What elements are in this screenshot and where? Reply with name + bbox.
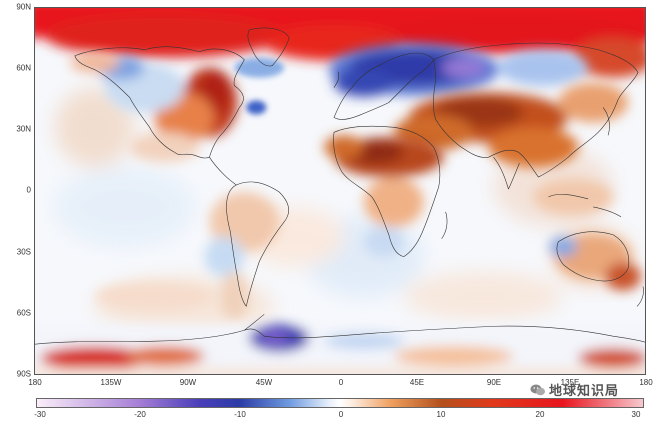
coastline-se-asia <box>548 194 622 218</box>
colorbar-tick: 0 <box>338 410 344 419</box>
coastline-asia <box>433 42 639 178</box>
lon-label-45e: 45E <box>409 378 425 387</box>
lon-label-135w: 135W <box>100 378 122 387</box>
coastline-antarctica <box>35 325 645 345</box>
coastline-antarctic-peninsula <box>244 314 265 331</box>
coastline-north-america <box>74 46 245 159</box>
coastline-central-america <box>209 157 237 186</box>
lat-label-90s: 90S <box>16 369 31 379</box>
coastline-new-zealand <box>636 286 644 307</box>
lon-label-45w: 45W <box>255 378 273 387</box>
watermark-text: 地球知识局 <box>549 383 620 398</box>
coastline-africa <box>333 125 441 257</box>
coastlines <box>35 27 645 345</box>
map-canvas <box>35 8 645 374</box>
lat-label-90n: 90N <box>16 2 31 12</box>
lon-label-180w: 180 <box>28 378 42 387</box>
colorbar-tick: 20 <box>535 410 545 419</box>
colorbar-tick: -10 <box>234 410 246 419</box>
coastline-australia <box>556 231 630 282</box>
lat-label-0: 0 <box>26 185 31 195</box>
anomaly-field <box>35 8 645 374</box>
coastline-greenland <box>247 27 290 67</box>
temperature-anomaly-map <box>34 7 646 375</box>
coastline-south-america <box>226 181 290 307</box>
coastline-british-isles <box>333 71 340 88</box>
watermark: 地球知识局 <box>530 380 619 399</box>
lat-label-60s: 60S <box>16 308 31 318</box>
lat-label-30s: 30S <box>16 247 31 257</box>
coastline-madagascar <box>441 211 448 239</box>
lat-label-60n: 60N <box>16 63 31 73</box>
colorbar-tick: 10 <box>436 410 446 419</box>
lat-label-30n: 30N <box>16 124 31 134</box>
colorbar-tick: -30 <box>34 410 46 419</box>
colorbar-tick: 30 <box>631 410 641 419</box>
lon-label-180e: 180 <box>639 378 653 387</box>
colorbar-tick: -20 <box>134 410 146 419</box>
coastline-japan <box>602 107 610 136</box>
lon-label-135e: 135E <box>560 378 580 387</box>
colorbar <box>36 398 644 408</box>
lon-label-90e: 90E <box>486 378 502 387</box>
lon-label-90w: 90W <box>179 378 197 387</box>
coastline-india <box>493 156 520 190</box>
lon-label-0: 0 <box>338 378 344 387</box>
wechat-icon <box>530 383 546 397</box>
